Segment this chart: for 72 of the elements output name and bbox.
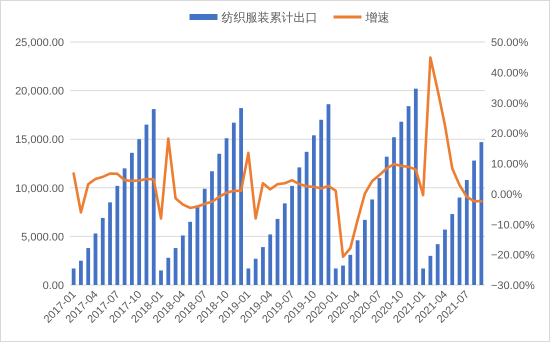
bar — [239, 108, 243, 285]
bar — [326, 104, 330, 285]
bar — [421, 268, 426, 285]
bar — [174, 248, 178, 285]
bar — [224, 138, 228, 285]
bar — [137, 139, 142, 285]
y2-tick-label: 50.00% — [491, 37, 529, 49]
bar — [276, 218, 280, 285]
bar — [246, 268, 250, 285]
y2-tick-label: −20.00% — [491, 250, 535, 262]
y-tick-label: 5,000.00 — [21, 231, 64, 244]
y2-tick-label: −30.00% — [491, 280, 535, 292]
bar — [348, 254, 352, 285]
bar — [297, 167, 302, 285]
line-series — [72, 56, 483, 258]
bar — [312, 135, 316, 285]
bar — [384, 156, 389, 285]
bar — [144, 124, 148, 285]
y2-tick-label: 20.00% — [491, 128, 529, 140]
y2-tick-label: 30.00% — [491, 98, 529, 110]
y-tick-label: 25,000.00 — [15, 37, 64, 49]
bar — [188, 222, 192, 285]
bar — [268, 234, 272, 285]
y-tick-label: 10,000.00 — [15, 182, 64, 195]
bar — [122, 168, 126, 285]
legend-label: 增速 — [364, 10, 390, 24]
bar — [210, 171, 214, 285]
bar — [399, 122, 404, 285]
bar — [261, 247, 265, 285]
bar — [254, 258, 258, 285]
y2-tick-label: −10.00% — [491, 219, 535, 232]
bar — [115, 186, 120, 285]
bar — [94, 233, 98, 285]
legend-label: 纺织服装累计出口 — [222, 10, 318, 24]
bar — [180, 235, 185, 285]
bar — [406, 106, 410, 285]
y-tick-label: 15,000.00 — [15, 134, 64, 146]
bar — [79, 260, 83, 285]
bar — [414, 88, 418, 285]
bar — [196, 205, 200, 285]
bar — [100, 218, 105, 285]
bar — [392, 137, 396, 285]
y-tick-label: 0.00 — [42, 280, 64, 292]
bar — [450, 214, 454, 285]
bar — [282, 203, 287, 285]
bar — [341, 266, 345, 285]
bar — [334, 268, 338, 285]
bar — [319, 120, 324, 285]
y2-tick-label: 40.00% — [491, 67, 529, 80]
bar — [130, 152, 134, 285]
y2-tick-label: 0.00% — [491, 188, 522, 201]
y-tick-label: 20,000.00 — [15, 86, 64, 98]
bar — [290, 186, 294, 285]
bar — [378, 178, 382, 285]
bar — [232, 122, 236, 285]
bar — [166, 258, 170, 285]
bar — [159, 270, 163, 285]
bar — [72, 268, 76, 285]
bar — [356, 240, 360, 285]
bar — [458, 198, 462, 285]
bar — [479, 142, 484, 285]
bar — [472, 160, 476, 285]
bar — [443, 230, 447, 285]
bar — [217, 154, 222, 285]
bar — [108, 202, 112, 285]
bar — [436, 244, 440, 285]
y2-tick-label: 10.00% — [491, 158, 529, 170]
bar — [428, 256, 432, 285]
bar — [370, 199, 374, 285]
bar — [86, 248, 90, 285]
bar — [362, 220, 367, 285]
bar — [304, 152, 309, 285]
